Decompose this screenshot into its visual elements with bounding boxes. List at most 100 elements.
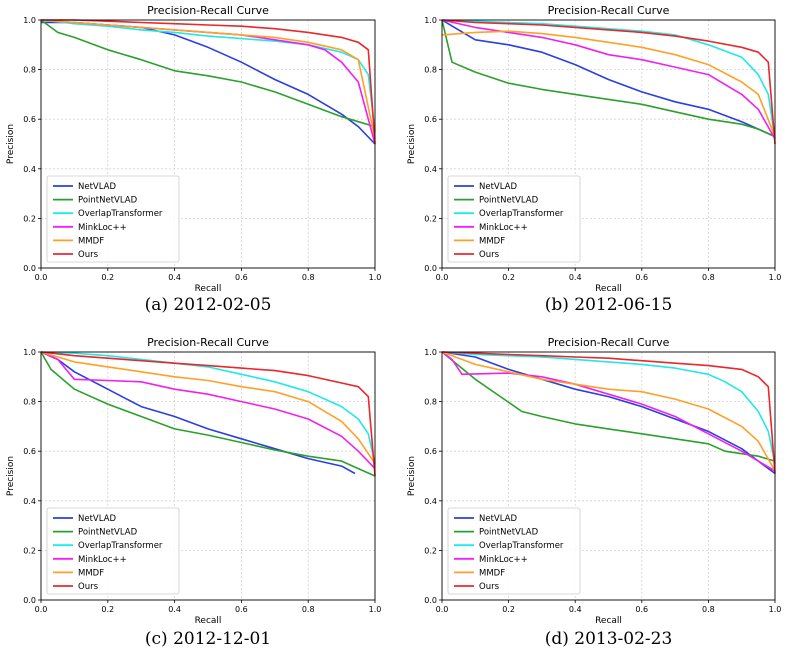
y-axis-label: Precision: [407, 456, 417, 496]
x-tick-label: 0.6: [235, 605, 248, 614]
x-tick-label: 0.6: [635, 273, 648, 282]
y-tick-label: 0.2: [424, 546, 437, 555]
y-tick-label: 0.6: [424, 115, 437, 124]
legend-entry: MMDF: [479, 568, 505, 578]
plot-frame: [441, 19, 776, 269]
chart-title: Precision-Recall Curve: [147, 4, 269, 17]
series-line-pointnetvlad: [40, 19, 376, 128]
x-tick-label: 0.6: [635, 605, 648, 614]
series-line-mmdf: [441, 30, 776, 137]
y-tick-label: 0.0: [23, 264, 36, 273]
x-tick-label: 0.0: [436, 273, 449, 282]
plot-frame: [40, 351, 376, 601]
y-tick-label: 0.8: [23, 66, 36, 75]
legend-entry: MMDF: [78, 568, 104, 578]
legend-box: [46, 507, 180, 595]
y-axis-label: Precision: [6, 124, 16, 164]
legend-entry: OverlapTransformer: [78, 541, 163, 551]
y-tick-label: 0.2: [23, 546, 36, 555]
chart-title: Precision-Recall Curve: [147, 336, 269, 349]
series-line-ours: [40, 351, 376, 477]
legend-entry: MinkLoc++: [78, 555, 127, 565]
series-line-mmdf: [441, 351, 776, 472]
chart-title: Precision-Recall Curve: [548, 4, 670, 17]
x-tick-label: 0.6: [235, 273, 248, 282]
y-axis-label: Precision: [407, 124, 417, 164]
chart-panel-4: 0.00.0 0.2 0.2 0.4 0.4 0.6 0.6 0.8 0.8 1.0 1.0 Prec…: [407, 336, 781, 649]
legend-entry: Ours: [78, 582, 99, 592]
legend: NetVLAD PointNetVLAD OverlapTransformer Min…: [447, 175, 581, 263]
legend-box: [46, 175, 180, 263]
series-line-netvlad: [41, 21, 376, 145]
x-tick-label: 0.8: [702, 273, 715, 282]
legend-entry: PointNetVLAD: [78, 528, 138, 538]
y-tick-label: 1.0: [23, 348, 36, 357]
legend-entry: MinkLoc++: [479, 223, 528, 233]
legend-entry: MinkLoc++: [479, 555, 528, 565]
x-tick-label: 0.8: [302, 605, 315, 614]
y-tick-label: 0.6: [424, 447, 437, 456]
y-tick-label: 0.0: [424, 596, 437, 605]
legend-entry: MMDF: [78, 236, 104, 246]
legend-entry: OverlapTransformer: [78, 209, 163, 219]
figure-caption: (a) 2012-02-05: [145, 295, 272, 315]
y-tick-label: 0.6: [23, 447, 36, 456]
legend-entry: NetVLAD: [78, 514, 116, 524]
legend: NetVLAD PointNetVLAD OverlapTransformer Min…: [46, 175, 180, 263]
series-line-netvlad: [441, 351, 776, 475]
x-tick-label: 0.4: [569, 273, 582, 282]
legend-entry: Ours: [479, 250, 500, 260]
x-axis-label: Recall: [195, 284, 222, 294]
x-tick-label: 0.4: [168, 273, 181, 282]
x-axis-label: Recall: [595, 284, 622, 294]
series-line-ours: [441, 19, 776, 145]
figure-caption: (c) 2012-12-01: [145, 629, 271, 649]
y-tick-label: 0.4: [424, 165, 437, 174]
legend-entry: MMDF: [479, 236, 505, 246]
y-tick-label: 0.8: [23, 398, 36, 407]
x-axis-label: Recall: [195, 616, 222, 626]
y-tick-label: 0.2: [424, 214, 437, 223]
series-line-pointnetvlad: [441, 351, 776, 462]
x-tick-label: 0.0: [35, 605, 48, 614]
x-tick-label: 1.0: [769, 605, 782, 614]
legend-entry: MinkLoc++: [78, 223, 127, 233]
chart-panel-3: 0.00.0 0.2 0.2 0.4 0.4 0.6 0.6 0.8 0.8 1.0 1.0 Prec…: [6, 336, 381, 649]
series-line-pointnetvlad: [441, 19, 776, 138]
x-tick-label: 1.0: [769, 273, 782, 282]
legend-entry: PointNetVLAD: [479, 528, 539, 538]
figure-caption: (b) 2012-06-15: [545, 295, 673, 315]
series-line-overlaptransformer: [441, 351, 776, 464]
y-tick-label: 0.4: [424, 497, 437, 506]
legend-box: [447, 175, 581, 263]
x-tick-label: 0.4: [168, 605, 181, 614]
series-line-minkloc-: [40, 351, 376, 470]
y-tick-label: 1.0: [23, 16, 36, 25]
legend-entry: Ours: [78, 250, 99, 260]
y-tick-label: 0.0: [23, 596, 36, 605]
legend-box: [447, 507, 581, 595]
x-tick-label: 1.0: [369, 605, 382, 614]
y-tick-label: 0.4: [23, 497, 36, 506]
figure-caption: (d) 2013-02-23: [545, 629, 673, 649]
series-line-mmdf: [40, 19, 376, 140]
x-tick-label: 1.0: [369, 273, 382, 282]
series-line-minkloc-: [40, 19, 376, 145]
chart-panel-1: 0.00.0 0.2 0.2 0.4 0.4 0.6 0.6 0.8 0.8 1.0 1.0 Prec…: [6, 4, 381, 315]
legend-entry: NetVLAD: [78, 182, 116, 192]
x-tick-label: 0.0: [35, 273, 48, 282]
legend-entry: PointNetVLAD: [78, 196, 138, 206]
plot-frame: [40, 19, 376, 269]
legend-entry: NetVLAD: [479, 514, 517, 524]
x-tick-label: 0.0: [436, 605, 449, 614]
y-tick-label: 0.4: [23, 165, 36, 174]
series-line-overlaptransformer: [441, 19, 776, 140]
legend-entry: OverlapTransformer: [479, 209, 564, 219]
legend-entry: NetVLAD: [479, 182, 517, 192]
series-line-pointnetvlad: [40, 351, 376, 477]
series-line-netvlad: [40, 351, 356, 475]
plot-frame: [441, 351, 776, 601]
x-tick-label: 0.8: [302, 273, 315, 282]
y-tick-label: 1.0: [424, 348, 437, 357]
